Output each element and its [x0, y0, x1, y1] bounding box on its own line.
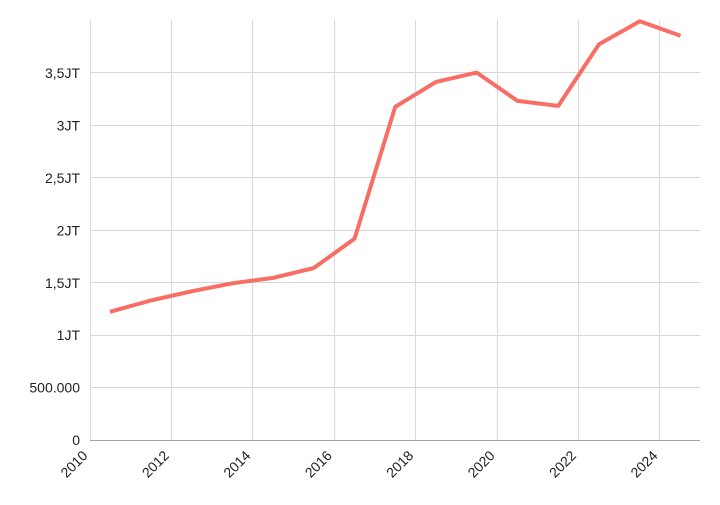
svg-text:2014: 2014: [220, 447, 253, 480]
svg-text:2,5JT: 2,5JT: [45, 170, 80, 186]
svg-text:2016: 2016: [302, 447, 335, 480]
svg-text:0: 0: [72, 432, 80, 448]
svg-text:2010: 2010: [57, 447, 90, 480]
svg-text:2018: 2018: [383, 447, 416, 480]
svg-text:3,5JT: 3,5JT: [45, 65, 80, 81]
svg-text:2024: 2024: [627, 447, 660, 480]
svg-text:2020: 2020: [464, 447, 497, 480]
svg-text:500.000: 500.000: [29, 380, 80, 396]
svg-text:2012: 2012: [139, 447, 172, 480]
svg-text:1JT: 1JT: [57, 327, 81, 343]
svg-text:3JT: 3JT: [57, 117, 81, 133]
svg-text:2022: 2022: [546, 447, 579, 480]
svg-text:2JT: 2JT: [57, 222, 81, 238]
svg-text:1,5JT: 1,5JT: [45, 275, 80, 291]
